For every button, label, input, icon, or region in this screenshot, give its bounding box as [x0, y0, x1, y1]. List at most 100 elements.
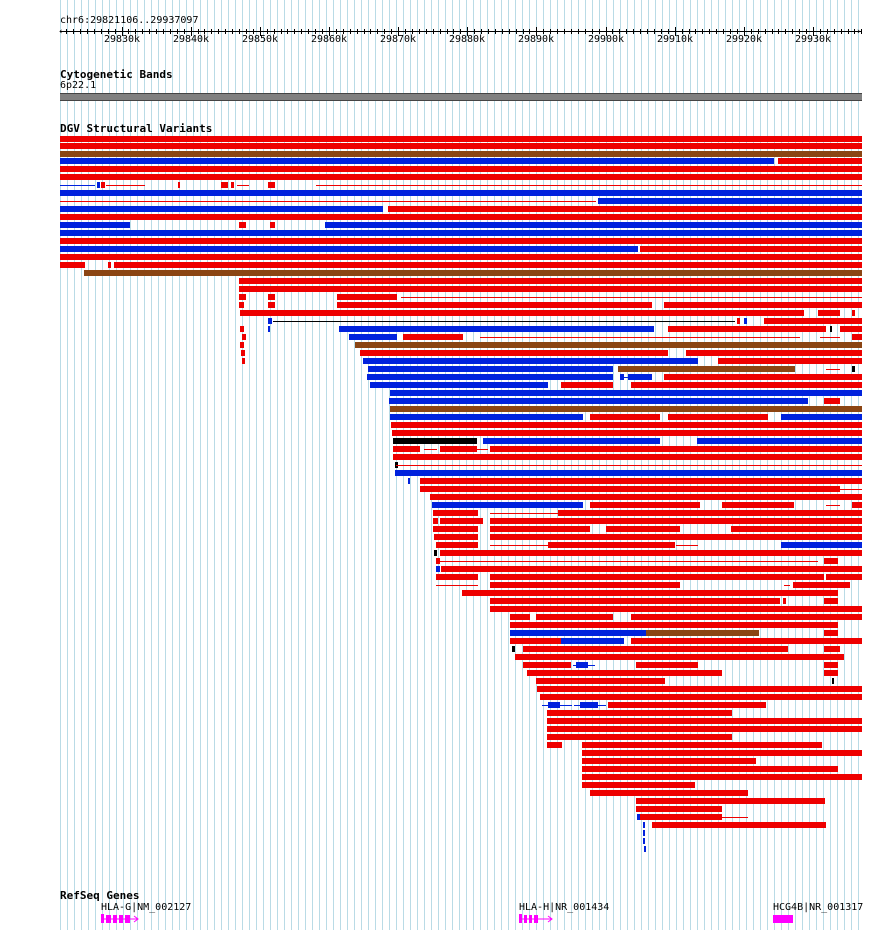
structural-variant[interactable]: [239, 286, 862, 292]
structural-variant[interactable]: [391, 422, 862, 428]
structural-variant[interactable]: [433, 526, 478, 532]
structural-variant[interactable]: [240, 310, 804, 316]
structural-variant[interactable]: [731, 526, 862, 532]
structural-variant[interactable]: [582, 750, 862, 756]
structural-variant[interactable]: [239, 222, 246, 228]
gene-glyph-hla-h[interactable]: [519, 914, 555, 924]
structural-variant[interactable]: [370, 382, 548, 388]
structural-variant[interactable]: [558, 510, 862, 516]
structural-variant[interactable]: [368, 366, 613, 372]
structural-variant[interactable]: [490, 534, 862, 540]
structural-variant[interactable]: [339, 326, 654, 332]
structural-variant[interactable]: [60, 254, 862, 260]
structural-variant[interactable]: [240, 342, 244, 348]
structural-variant-link[interactable]: [477, 449, 488, 450]
structural-variant-link[interactable]: [722, 817, 748, 818]
structural-variant[interactable]: [441, 566, 862, 572]
structural-variant[interactable]: [420, 486, 840, 492]
structural-variant[interactable]: [737, 318, 740, 324]
structural-variant[interactable]: [781, 414, 862, 420]
structural-variant[interactable]: [644, 846, 646, 852]
structural-variant[interactable]: [547, 734, 732, 740]
structural-variant[interactable]: [840, 326, 862, 332]
structural-variant[interactable]: [547, 718, 862, 724]
structural-variant[interactable]: [430, 494, 862, 500]
structural-variant-link[interactable]: [826, 369, 840, 370]
structural-variant-link[interactable]: [316, 185, 862, 186]
structural-variant[interactable]: [636, 806, 722, 812]
structural-variant[interactable]: [268, 302, 275, 308]
structural-variant[interactable]: [60, 158, 774, 164]
structural-variant[interactable]: [408, 478, 410, 484]
structural-variant[interactable]: [436, 566, 440, 572]
structural-variant[interactable]: [60, 246, 638, 252]
structural-variant[interactable]: [606, 526, 680, 532]
structural-variant[interactable]: [436, 558, 440, 564]
structural-variant[interactable]: [515, 654, 844, 660]
structural-variant[interactable]: [637, 814, 640, 820]
structural-variant[interactable]: [852, 502, 862, 508]
structural-variant-link[interactable]: [237, 185, 249, 186]
structural-variant[interactable]: [783, 598, 786, 604]
structural-variant[interactable]: [824, 558, 838, 564]
structural-variant[interactable]: [360, 350, 668, 356]
structural-variant-link[interactable]: [440, 561, 490, 562]
structural-variant[interactable]: [268, 326, 270, 332]
structural-variant[interactable]: [268, 294, 275, 300]
structural-variant[interactable]: [598, 198, 862, 204]
structural-variant[interactable]: [510, 622, 838, 628]
structural-variant[interactable]: [631, 382, 862, 388]
structural-variant[interactable]: [618, 366, 795, 372]
structural-variant[interactable]: [608, 702, 636, 708]
structural-variant[interactable]: [337, 294, 397, 300]
structural-variant[interactable]: [686, 350, 862, 356]
structural-variant[interactable]: [349, 334, 397, 340]
structural-variant[interactable]: [832, 678, 834, 684]
structural-variant[interactable]: [643, 822, 645, 828]
structural-variant[interactable]: [114, 262, 862, 268]
scroll-left-arrow[interactable]: ‹: [58, 27, 64, 37]
structural-variant[interactable]: [664, 374, 862, 380]
structural-variant[interactable]: [363, 358, 698, 364]
structural-variant[interactable]: [582, 774, 862, 780]
structural-variant[interactable]: [420, 478, 862, 484]
structural-variant[interactable]: [722, 502, 794, 508]
structural-variant[interactable]: [432, 502, 583, 508]
structural-variant-link[interactable]: [396, 465, 862, 466]
structural-variant[interactable]: [628, 374, 652, 380]
structural-variant[interactable]: [60, 190, 862, 196]
structural-variant[interactable]: [631, 638, 862, 644]
structural-variant-link[interactable]: [480, 337, 800, 338]
structural-variant[interactable]: [664, 302, 862, 308]
structural-variant[interactable]: [60, 262, 85, 268]
structural-variant[interactable]: [490, 526, 590, 532]
refseq-track-title[interactable]: RefSeq Genes: [60, 889, 140, 902]
structural-variant-link[interactable]: [820, 337, 840, 338]
structural-variant[interactable]: [392, 430, 862, 436]
gene-label-hcg4b[interactable]: HCG4B|NR_001317: [773, 902, 864, 913]
structural-variant[interactable]: [620, 374, 624, 380]
structural-variant[interactable]: [395, 470, 862, 476]
structural-variant[interactable]: [268, 318, 272, 324]
structural-variant[interactable]: [231, 182, 234, 188]
structural-variant-link[interactable]: [490, 561, 818, 562]
structural-variant[interactable]: [590, 414, 660, 420]
structural-variant[interactable]: [325, 222, 862, 228]
cytoband-bar[interactable]: [60, 93, 862, 101]
structural-variant[interactable]: [239, 302, 244, 308]
structural-variant[interactable]: [60, 214, 862, 220]
structural-variant[interactable]: [582, 742, 822, 748]
structural-variant[interactable]: [640, 814, 722, 820]
structural-variant[interactable]: [268, 182, 275, 188]
structural-variant[interactable]: [547, 726, 862, 732]
structural-variant[interactable]: [718, 358, 862, 364]
gene-label-hla-g[interactable]: HLA-G|NM_002127: [101, 902, 192, 913]
structural-variant[interactable]: [393, 446, 420, 452]
structural-variant[interactable]: [390, 414, 583, 420]
structural-variant[interactable]: [631, 614, 862, 620]
structural-variant[interactable]: [393, 454, 862, 460]
structural-variant-link[interactable]: [401, 297, 862, 298]
structural-variant[interactable]: [510, 638, 561, 644]
structural-variant[interactable]: [548, 702, 560, 708]
